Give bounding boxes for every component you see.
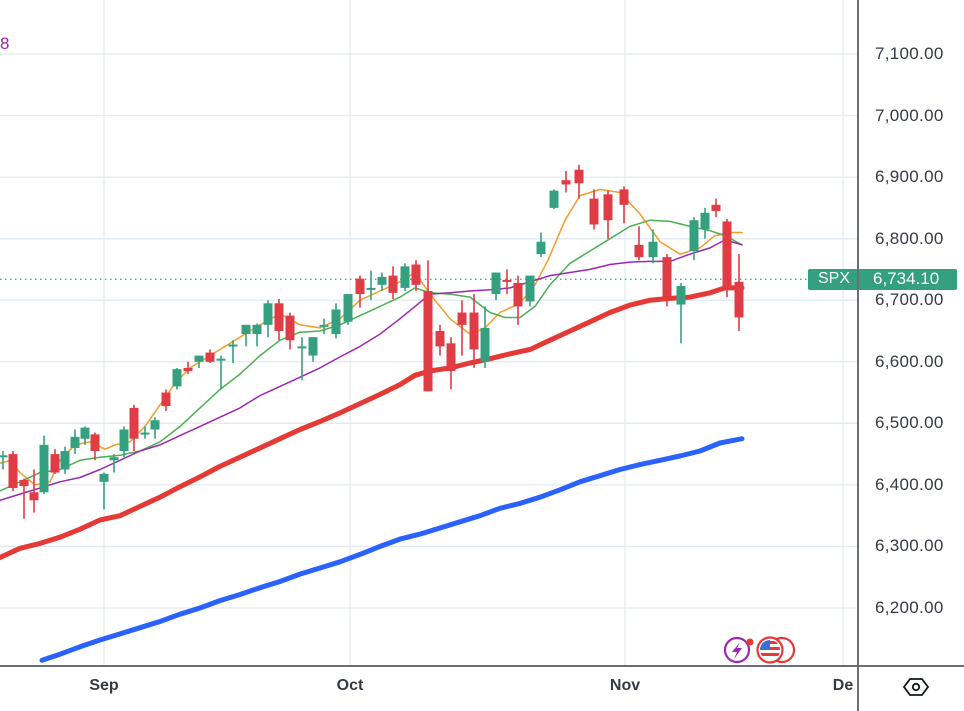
event-icons[interactable] xyxy=(720,636,804,664)
price-tick-label: 6,200.00 xyxy=(875,598,944,617)
candle-body[interactable] xyxy=(216,358,226,361)
moving-average-line xyxy=(0,188,743,486)
candle-body[interactable] xyxy=(70,436,80,448)
candle-body[interactable] xyxy=(549,190,559,208)
candle-body[interactable] xyxy=(252,324,262,335)
time-tick-label: Nov xyxy=(609,677,641,694)
price-tick-label: 6,400.00 xyxy=(875,474,944,494)
candle-body[interactable] xyxy=(634,244,644,258)
candle-body[interactable] xyxy=(435,331,445,347)
price-tick-label: 6,700.00 xyxy=(875,290,944,310)
candle-body[interactable] xyxy=(734,281,744,318)
candle-body[interactable] xyxy=(589,198,599,225)
candle-body[interactable] xyxy=(172,369,182,387)
settings-hexagon-icon[interactable] xyxy=(903,677,929,697)
candle-body[interactable] xyxy=(274,303,284,331)
price-tick-label: 7,000.00 xyxy=(875,105,944,125)
time-tick-label: De xyxy=(832,677,854,694)
candle-body[interactable] xyxy=(662,257,672,297)
candle-body[interactable] xyxy=(99,473,109,482)
candle-body[interactable] xyxy=(480,327,490,362)
axis-corner xyxy=(857,665,964,711)
time-tick-label: Oct xyxy=(336,677,364,694)
candle-body[interactable] xyxy=(80,427,90,439)
candle-body[interactable] xyxy=(689,220,699,251)
candle-body[interactable] xyxy=(263,303,273,325)
candle-body[interactable] xyxy=(722,221,732,290)
candle-body[interactable] xyxy=(308,337,318,356)
candle-body[interactable] xyxy=(700,212,710,230)
candle-body[interactable] xyxy=(319,324,329,327)
us-flag-event-icon[interactable] xyxy=(756,636,796,664)
time-axis[interactable]: Sep Oct Nov De xyxy=(0,665,857,711)
candle-body[interactable] xyxy=(502,279,512,282)
moving-average-line xyxy=(0,285,745,560)
candle-body[interactable] xyxy=(161,392,171,407)
candle-body[interactable] xyxy=(60,451,70,470)
moving-average-line xyxy=(0,219,743,492)
candle-body[interactable] xyxy=(446,343,456,372)
candle-body[interactable] xyxy=(50,454,60,473)
lightning-event-icon[interactable] xyxy=(723,636,754,664)
candle-body[interactable] xyxy=(0,455,8,458)
price-tick-label: 6,900.00 xyxy=(875,167,944,187)
candle-body[interactable] xyxy=(19,479,29,487)
price-tick-label: 6,300.00 xyxy=(875,536,944,556)
last-price-badge: 6,734.10 xyxy=(859,268,957,290)
candle-body[interactable] xyxy=(491,272,501,295)
candle-body[interactable] xyxy=(469,312,479,350)
candle-body[interactable] xyxy=(366,287,376,290)
candle-body[interactable] xyxy=(561,180,571,185)
candle-body[interactable] xyxy=(388,275,398,293)
candle-body[interactable] xyxy=(194,355,204,362)
candle-body[interactable] xyxy=(183,367,193,372)
candle-body[interactable] xyxy=(241,324,251,335)
candle-body[interactable] xyxy=(423,290,433,392)
candle-body[interactable] xyxy=(536,241,546,255)
candle-body[interactable] xyxy=(29,492,39,501)
legend-value-fragment: 8 xyxy=(0,34,10,53)
price-tick-label: 6,800.00 xyxy=(875,228,944,248)
candle-body[interactable] xyxy=(228,344,238,347)
candlestick-chart[interactable] xyxy=(0,0,857,666)
candle-body[interactable] xyxy=(513,282,523,307)
candle-body[interactable] xyxy=(574,169,584,184)
price-tick-label: 6,500.00 xyxy=(875,413,944,433)
candle-body[interactable] xyxy=(140,432,150,435)
candle-body[interactable] xyxy=(90,434,100,452)
candle-body[interactable] xyxy=(648,241,658,258)
moving-average-line xyxy=(0,239,743,502)
candle-body[interactable] xyxy=(109,457,119,461)
candle-body[interactable] xyxy=(150,420,160,430)
candle-body[interactable] xyxy=(205,352,215,362)
price-tick-label: 6,600.00 xyxy=(875,351,944,371)
price-axis[interactable]: 7,100.00 7,000.00 6,900.00 6,800.00 6,700.00… xyxy=(857,0,964,666)
candle-body[interactable] xyxy=(129,407,139,439)
candle-body[interactable] xyxy=(619,189,629,205)
symbol-badge: SPX xyxy=(808,268,860,290)
price-tick-label: 7,100.00 xyxy=(875,44,944,63)
candle-body[interactable] xyxy=(676,286,686,305)
candle-body[interactable] xyxy=(711,204,721,211)
chart-plot-area[interactable]: 8 SPX xyxy=(0,0,860,666)
candle-body[interactable] xyxy=(39,444,49,493)
candle-body[interactable] xyxy=(377,276,387,285)
candle-body[interactable] xyxy=(285,315,295,341)
time-tick-label: Sep xyxy=(89,677,119,694)
candle-body[interactable] xyxy=(457,312,467,325)
candle-body[interactable] xyxy=(355,278,365,295)
candle-body[interactable] xyxy=(400,266,410,288)
moving-average-line xyxy=(39,436,745,663)
candle-body[interactable] xyxy=(297,346,307,349)
candle-body[interactable] xyxy=(411,264,421,285)
candle-body[interactable] xyxy=(8,454,18,488)
candle-body[interactable] xyxy=(331,309,341,335)
candle-body[interactable] xyxy=(525,275,535,302)
candle-body[interactable] xyxy=(603,194,613,221)
candle-body[interactable] xyxy=(343,294,353,322)
candle-body[interactable] xyxy=(119,429,129,452)
